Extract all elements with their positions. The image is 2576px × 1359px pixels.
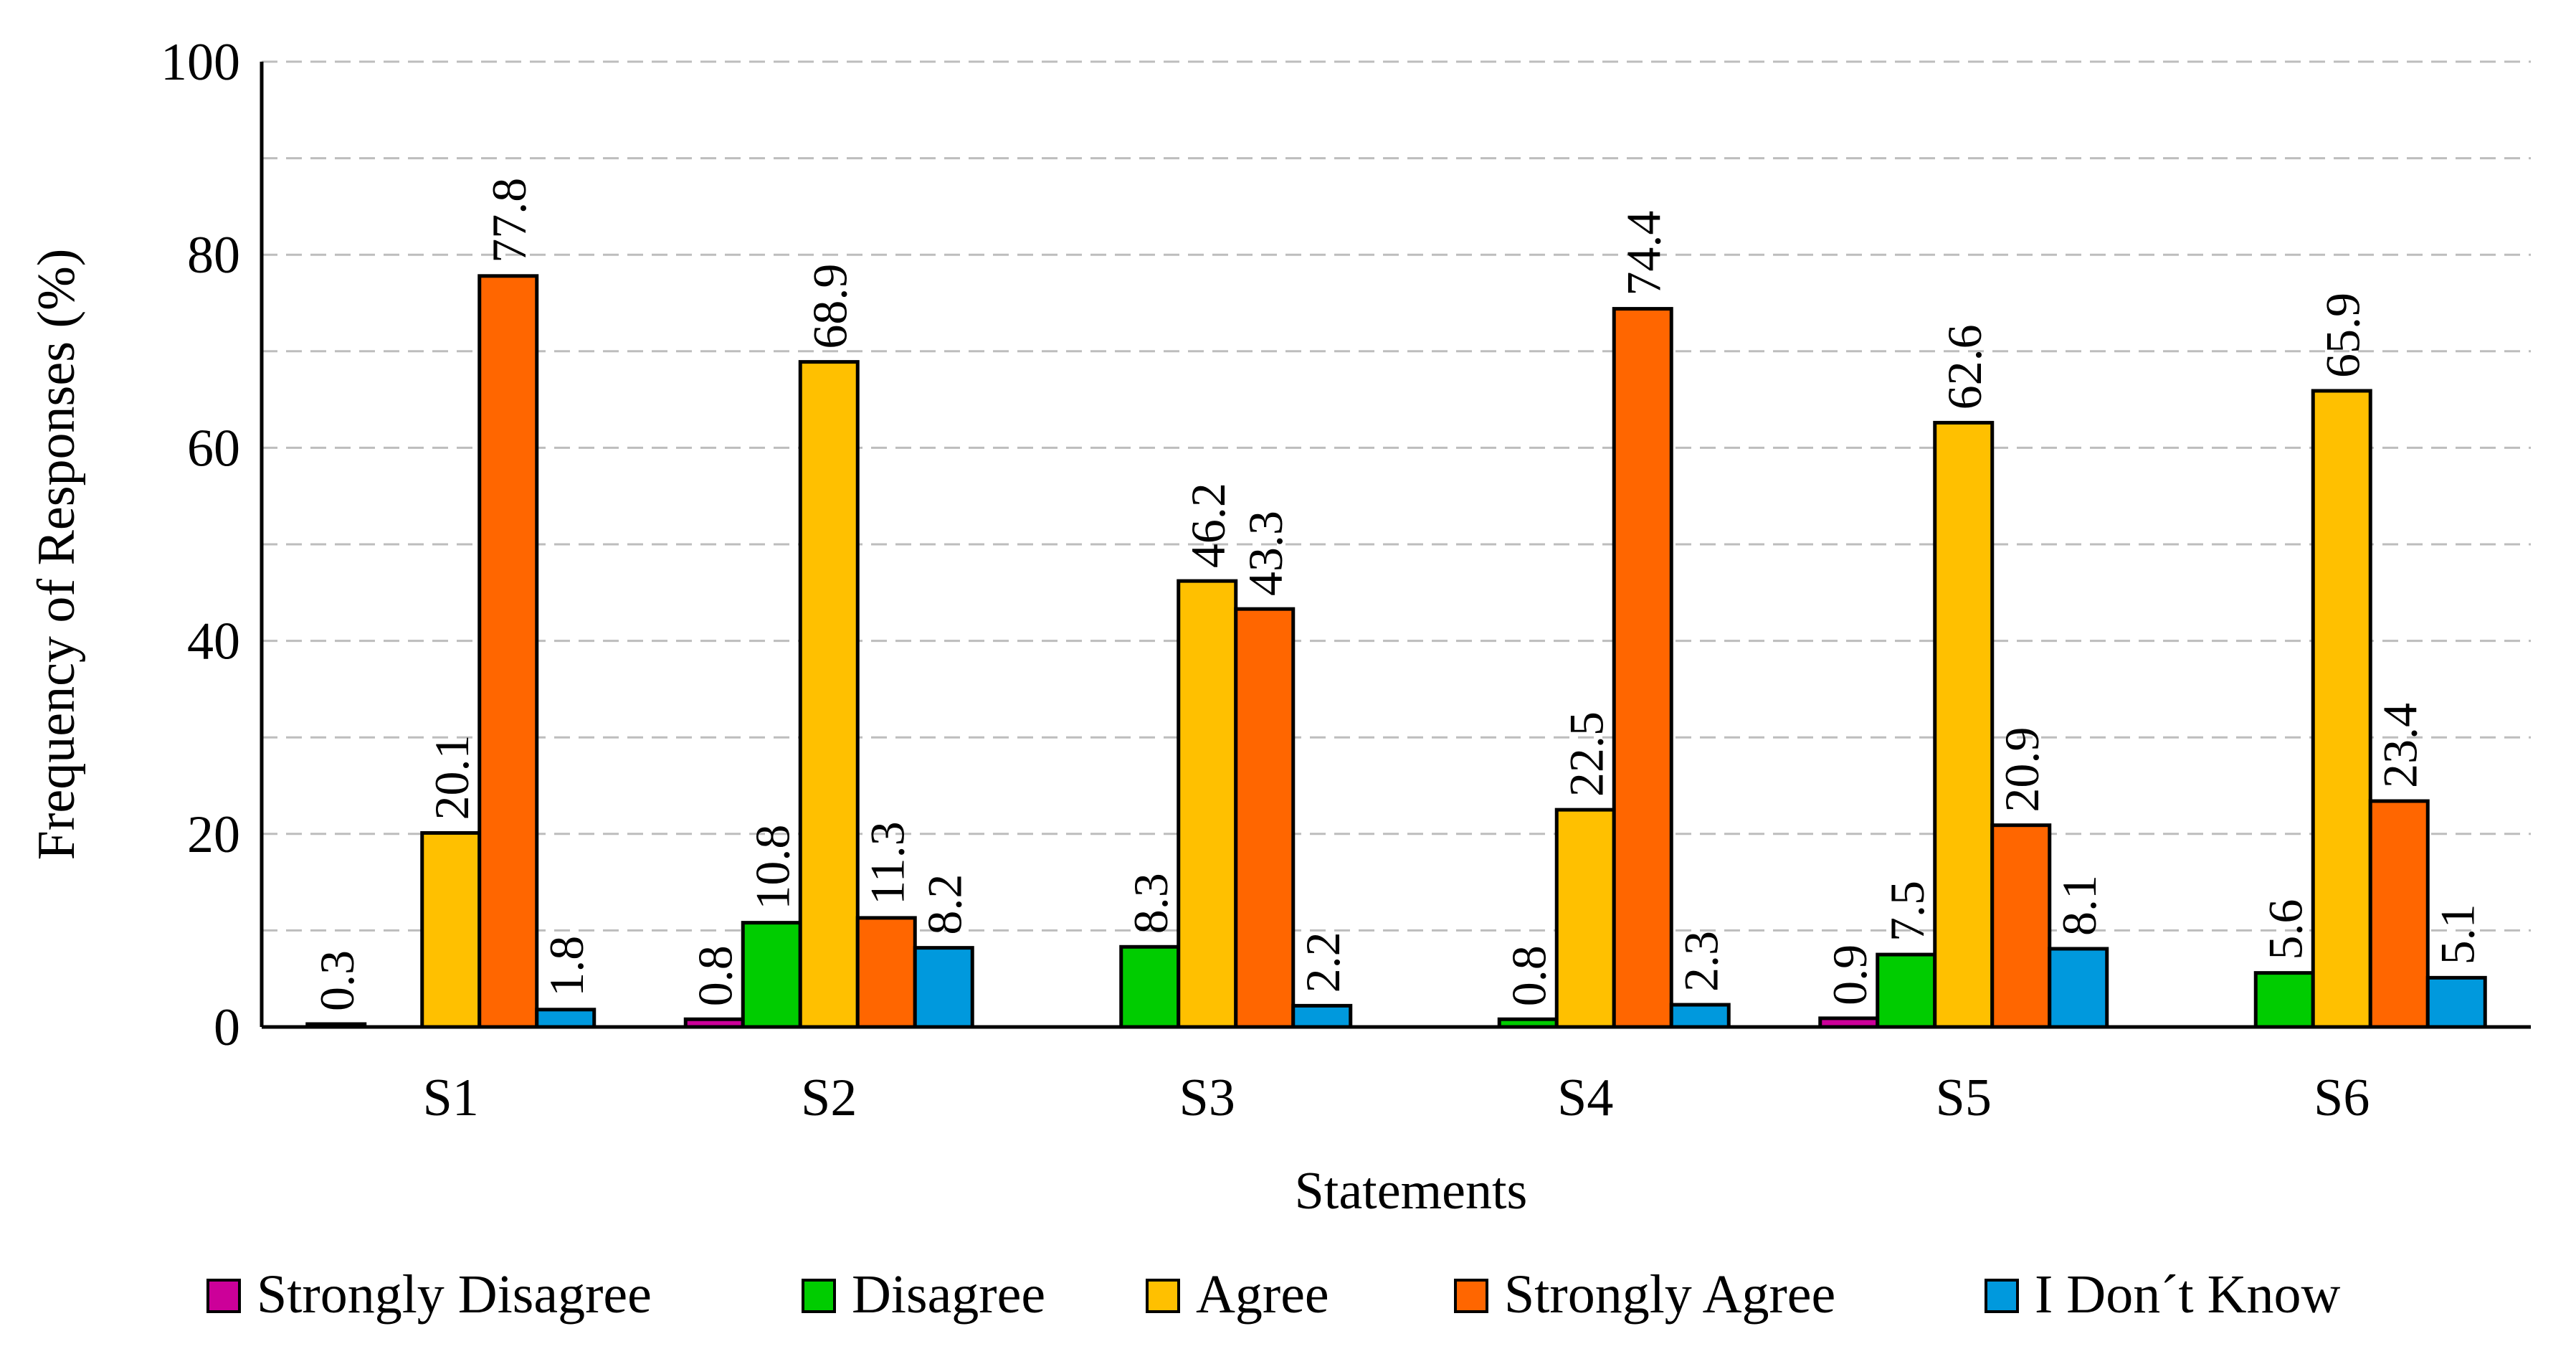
data-label: 5.6	[2258, 899, 2312, 960]
y-tick-label: 80	[187, 226, 240, 285]
y-tick-label: 100	[161, 33, 240, 92]
legend-label: I Don´t Know	[2035, 1264, 2341, 1325]
data-label: 23.4	[2372, 703, 2427, 788]
data-label: 2.3	[1673, 931, 1728, 992]
tick-labels: 0 20 40 60 80 100 S1 S2 S3 S4 S5 S6	[161, 33, 2370, 1127]
y-tick-label: 60	[187, 419, 240, 478]
legend-swatch	[1146, 1279, 1180, 1313]
bar	[2425, 975, 2487, 1029]
data-label: 22.5	[1559, 711, 1613, 797]
bar	[1876, 952, 1937, 1029]
y-axis-title: Frequency of Responses (%)	[27, 249, 86, 861]
bars	[305, 274, 2487, 1029]
legend-label: Disagree	[852, 1264, 1045, 1325]
legend-label: Strongly Agree	[1504, 1264, 1835, 1325]
y-tick-label: 20	[187, 805, 240, 864]
data-label: 1.8	[539, 936, 594, 997]
data-label: 77.8	[482, 178, 536, 263]
data-label: 20.1	[424, 734, 479, 820]
data-label: 46.2	[1181, 483, 1235, 568]
bar	[2253, 971, 2315, 1029]
y-tick-label: 40	[187, 612, 240, 671]
bar	[2368, 799, 2430, 1029]
bar	[913, 946, 974, 1029]
bar	[1933, 420, 1995, 1029]
data-label: 65.9	[2315, 293, 2370, 378]
legend: Strongly Disagree Disagree Agree Strongly A…	[206, 1264, 2341, 1325]
x-tick-label: S4	[1557, 1069, 1613, 1127]
axes	[260, 62, 2531, 1029]
data-label: 20.9	[1995, 727, 2049, 813]
x-tick-label: S3	[1179, 1069, 1235, 1127]
y-tick-label: 0	[214, 998, 240, 1057]
bar	[741, 921, 802, 1029]
bar	[1177, 579, 1238, 1029]
data-label: 8.3	[1123, 873, 1178, 934]
data-label: 5.1	[2430, 904, 2484, 965]
legend-swatch	[206, 1279, 241, 1313]
bar	[1119, 944, 1181, 1029]
bar	[2048, 947, 2109, 1029]
legend-swatch	[1454, 1279, 1488, 1313]
x-axis-title: Statements	[1295, 1162, 1528, 1221]
bar	[1554, 808, 1616, 1029]
bar	[535, 1008, 597, 1029]
bar	[477, 274, 539, 1029]
data-labels: 0.320.177.81.8 0.810.868.911.3 8.2 8.346.2 4…	[310, 178, 2485, 1011]
data-label: 2.2	[1296, 932, 1350, 993]
legend-swatch	[1985, 1279, 2019, 1313]
bar	[420, 830, 482, 1029]
data-label: 11.3	[860, 821, 914, 904]
data-label: 0.8	[1501, 945, 1556, 1006]
data-label: 74.4	[1616, 211, 1670, 296]
legend-label: Agree	[1196, 1264, 1329, 1325]
data-label: 62.6	[1937, 324, 1992, 409]
data-label: 43.3	[1238, 511, 1293, 596]
data-label: 7.5	[1880, 881, 1934, 942]
bar	[1990, 823, 2052, 1029]
data-label: 0.9	[1822, 944, 1877, 1005]
bar	[1234, 607, 1296, 1029]
gridlines	[262, 60, 2531, 932]
data-label: 68.9	[802, 264, 857, 349]
legend-swatch	[802, 1279, 836, 1313]
data-label: 10.8	[745, 825, 799, 910]
data-label: 8.2	[917, 874, 971, 935]
data-label: 0.8	[688, 945, 742, 1006]
bar	[1291, 1003, 1353, 1029]
bar	[855, 916, 917, 1029]
bar	[2311, 389, 2372, 1029]
data-label: 0.3	[310, 950, 364, 1011]
legend-label: Strongly Disagree	[257, 1264, 652, 1325]
bar	[1612, 307, 1673, 1029]
x-tick-label: S6	[2314, 1069, 2370, 1127]
data-label: 8.1	[2052, 875, 2106, 936]
x-tick-label: S5	[1936, 1069, 1992, 1127]
x-tick-label: S2	[801, 1069, 857, 1127]
x-tick-label: S1	[423, 1069, 479, 1127]
bar	[798, 360, 860, 1029]
bar	[1669, 1003, 1731, 1029]
